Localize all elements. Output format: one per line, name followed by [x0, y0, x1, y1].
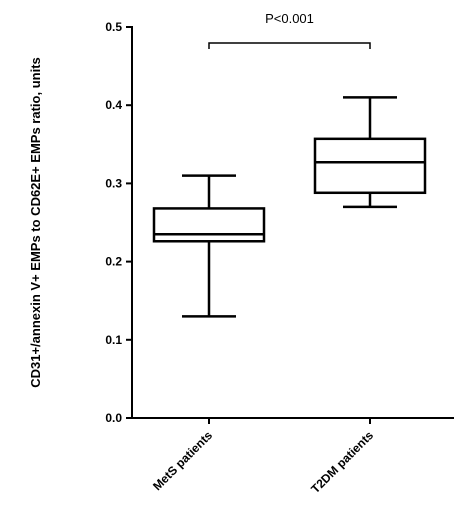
x-tick-label: T2DM patients [308, 428, 376, 496]
box-2 [313, 96, 427, 209]
box-series [152, 96, 427, 318]
significance-annotation: P<0.001 [208, 11, 371, 49]
p-value-label: P<0.001 [265, 11, 314, 26]
y-tick-label: 0.3 [105, 176, 122, 190]
y-tick-label: 0.2 [105, 255, 122, 269]
y-tick-label: 0.1 [105, 333, 122, 347]
x-tick-label: MetS patients [150, 428, 215, 493]
box-1 [152, 174, 266, 318]
y-tick-label: 0.0 [105, 411, 122, 425]
y-axis-ticks: 0.0 0.1 0.2 0.3 0.4 0.5 [105, 20, 132, 425]
y-tick-label: 0.5 [105, 20, 122, 34]
iqr-box [152, 207, 266, 243]
y-axis-label: CD31+/annexin V+ EMPs to CD62E+ EMPs rat… [28, 57, 43, 388]
y-tick-label: 0.4 [105, 98, 122, 112]
significance-bracket [208, 42, 371, 49]
iqr-box [313, 137, 427, 195]
x-axis-ticks: MetS patients T2DM patients [150, 418, 376, 496]
